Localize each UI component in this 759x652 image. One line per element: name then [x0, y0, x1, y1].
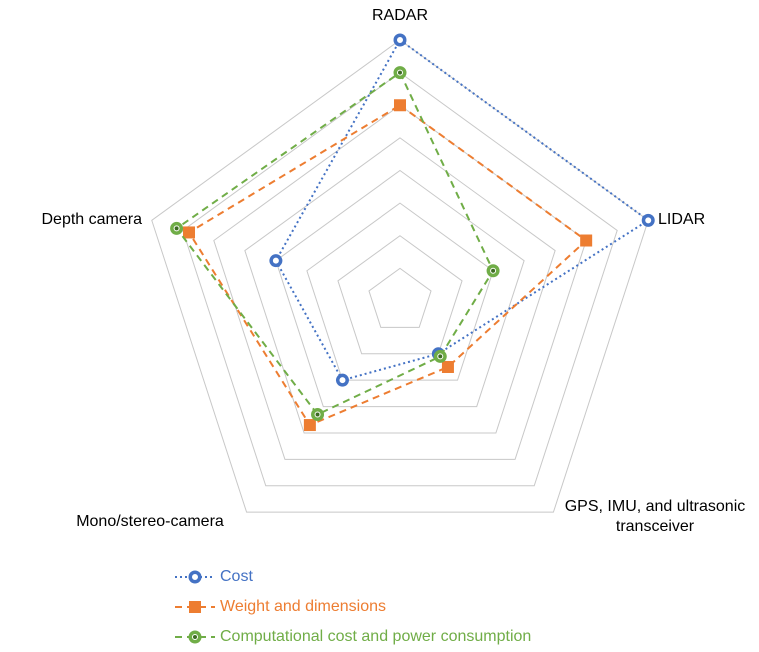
legend-label: Cost [220, 568, 253, 585]
grid-ring [244, 137, 556, 434]
data-point-center [314, 411, 321, 418]
category-label: RADAR [371, 7, 428, 24]
series-line [187, 104, 588, 427]
data-point [394, 99, 406, 112]
legend-marker-center [192, 574, 198, 580]
data-point-center [437, 353, 444, 360]
data-point-center [397, 69, 403, 76]
data-point [441, 360, 454, 373]
grid-ring [337, 235, 463, 355]
legend-label: Computational cost and power consumption [220, 628, 531, 645]
grid-ring [182, 72, 618, 487]
series-line [274, 38, 651, 382]
grid-ring [368, 267, 432, 328]
series-line [175, 71, 495, 416]
grid-ring [275, 169, 525, 408]
data-point [303, 419, 316, 432]
legend-marker-center [192, 634, 198, 640]
data-point-center [272, 257, 279, 264]
category-label: Depth camera [41, 211, 143, 228]
data-point-center [397, 37, 403, 43]
grid-ring [213, 104, 587, 460]
data-point [580, 234, 593, 247]
data-point-center [173, 225, 180, 232]
category-label: GPS, IMU, and ultrasonic transceiver [564, 498, 746, 535]
data-point-center [339, 377, 346, 384]
grid-ring [306, 202, 494, 381]
data-point [183, 226, 196, 239]
category-label: LIDAR [658, 211, 706, 228]
category-label: Mono/stereo-camera [76, 513, 224, 530]
legend-marker [189, 601, 201, 613]
data-point-center [490, 267, 497, 274]
data-point-center [645, 217, 652, 224]
legend-label: Weight and dimensions [220, 598, 386, 615]
